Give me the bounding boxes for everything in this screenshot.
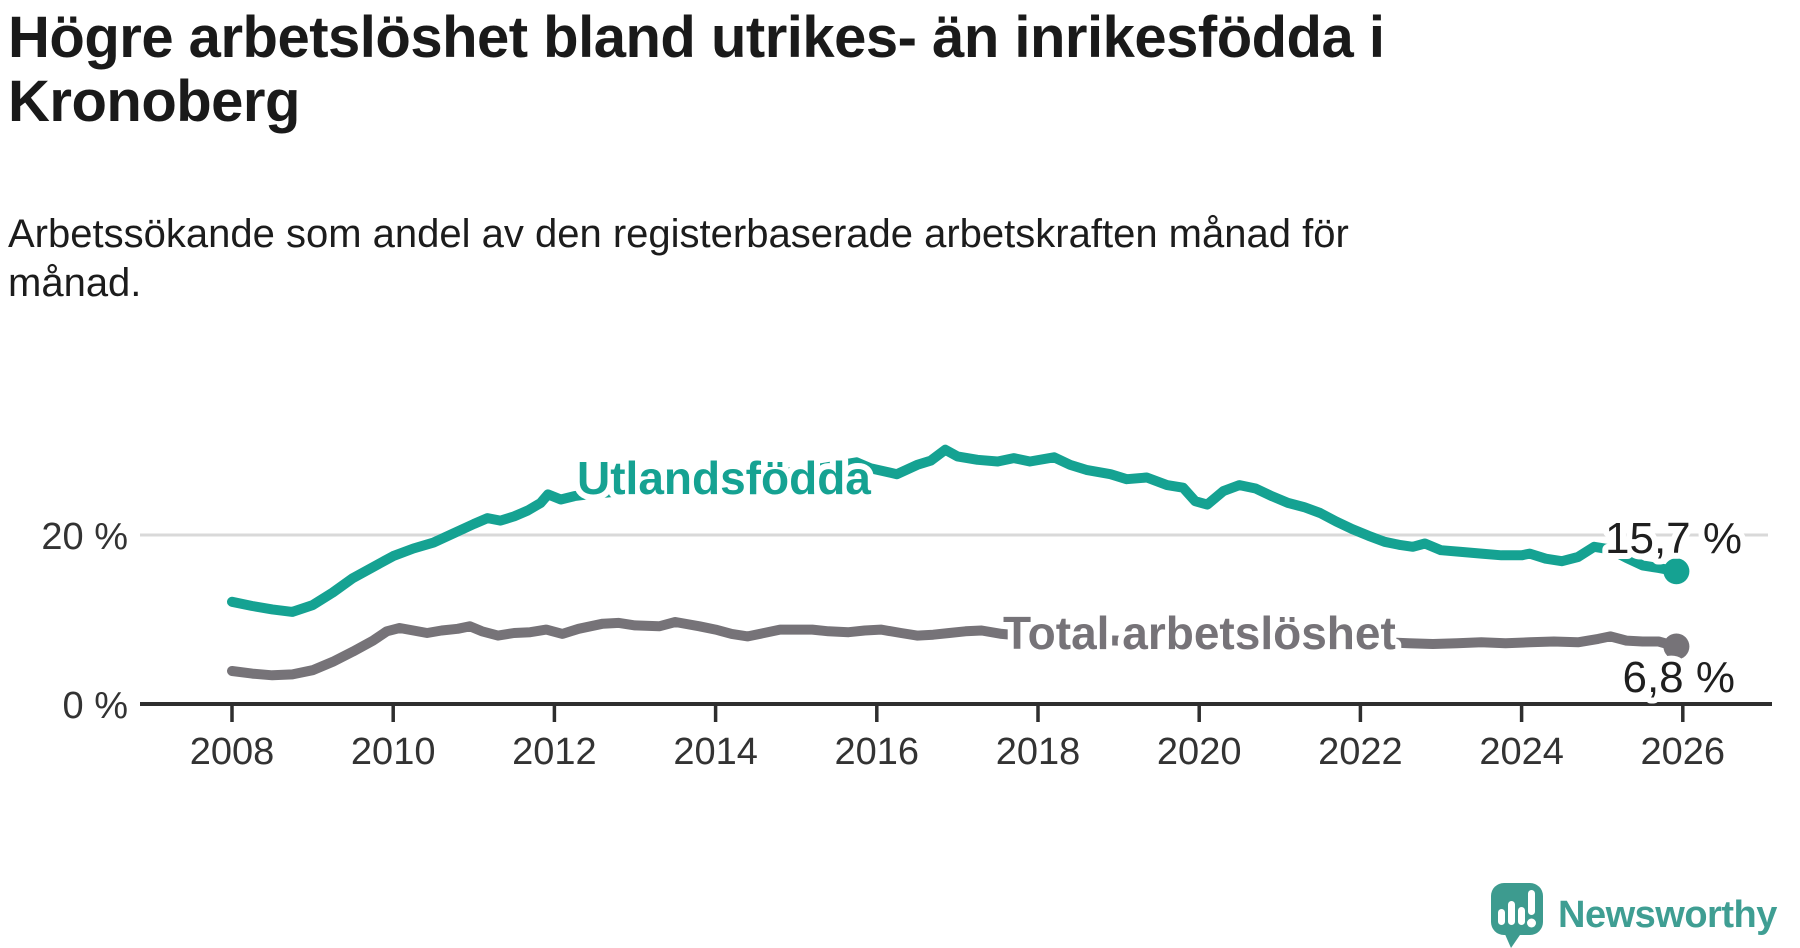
x-axis-tick-label: 2016 xyxy=(835,731,920,773)
x-axis-tick-label: 2026 xyxy=(1641,731,1726,773)
x-axis-tick-label: 2020 xyxy=(1157,731,1242,773)
branding-name: Newsworthy xyxy=(1558,893,1777,936)
line-total-arbetsloshet xyxy=(227,617,1682,681)
y-axis-label-0: 0 % xyxy=(63,685,128,727)
end-dot-total-arbetsloshet xyxy=(1663,633,1690,660)
line-utlandsfodda xyxy=(227,444,1682,617)
newsworthy-logo-icon xyxy=(1491,883,1543,948)
page-subtitle: Arbetssökande som andel av den registerb… xyxy=(8,212,1349,305)
x-axis-ticks: 2008 2010 2012 2014 2016 2018 2020 2022 2024 2026 xyxy=(190,704,1725,773)
y-axis-label-20: 20 % xyxy=(41,516,128,558)
series-label-total-arbetsloshet: Total arbetslöshet xyxy=(1003,607,1396,659)
x-axis-tick-label: 2010 xyxy=(351,731,436,773)
x-axis-tick-label: 2018 xyxy=(996,731,1081,773)
x-axis-tick-label: 2012 xyxy=(512,731,597,773)
value-label-utlandsfodda: 15,7 % xyxy=(1605,514,1742,563)
branding: Newsworthy xyxy=(1490,882,1777,948)
page-title: Högre arbetslöshet bland utrikes- än inr… xyxy=(8,5,1385,134)
value-label-total-arbetsloshet: 6,8 % xyxy=(1622,653,1735,702)
x-axis-tick-label: 2008 xyxy=(190,731,275,773)
x-axis-tick-label: 2024 xyxy=(1479,731,1564,773)
x-axis-tick-label: 2014 xyxy=(673,731,758,773)
end-dot-utlandsfodda xyxy=(1663,558,1690,585)
x-axis-tick-label: 2022 xyxy=(1318,731,1403,773)
series-label-utlandsfodda: Utlandsfödda xyxy=(577,452,871,504)
